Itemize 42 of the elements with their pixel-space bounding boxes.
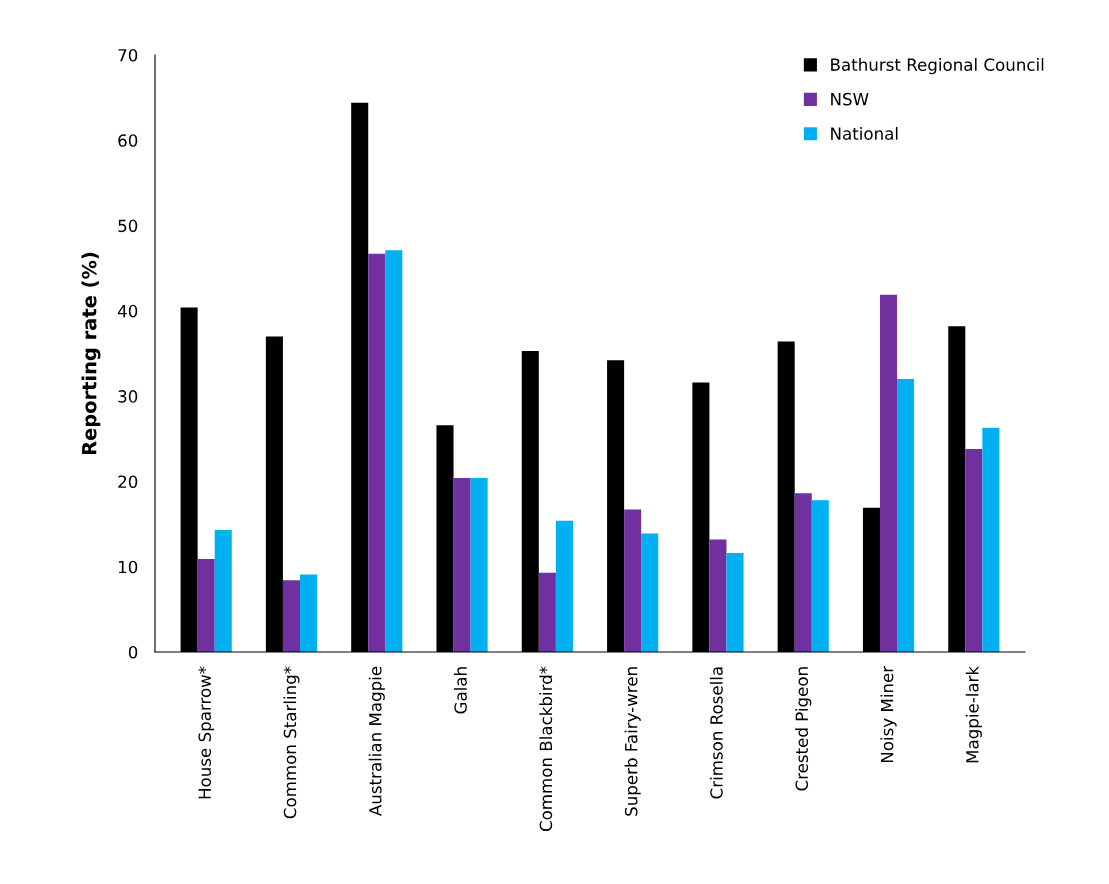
y-tick-label: 20 (118, 475, 138, 488)
bar (385, 250, 403, 652)
x-tick-label: House Sparrow* (198, 666, 215, 799)
x-tick-label: Superb Fairy-wren (624, 667, 641, 816)
y-tick-label: 10 (118, 560, 138, 574)
bar (368, 253, 386, 652)
bar (470, 478, 488, 652)
y-tick-label: 0 (128, 645, 138, 659)
y-tick-label: 70 (118, 48, 138, 62)
bar (624, 509, 642, 652)
bar (282, 580, 300, 652)
x-tick-label: Crimson Rosella (709, 667, 723, 799)
x-tick-label: Noisy Miner (880, 665, 897, 763)
y-tick-label: 40 (117, 304, 138, 318)
bar (197, 559, 215, 652)
bar (555, 520, 573, 652)
bar (965, 449, 983, 652)
x-tick-label: Magpie-lark (965, 665, 982, 763)
bar (709, 539, 727, 652)
bar (641, 533, 659, 652)
y-axis-title: Reporting rate (%) (81, 252, 101, 455)
x-tick-label: Australian Magpie (368, 666, 385, 816)
bar (453, 478, 471, 652)
x-tick-label: Common Starling* (283, 666, 300, 819)
bar (880, 294, 898, 652)
legend-label: National (831, 126, 898, 140)
bar (300, 574, 318, 652)
x-tick-label: Common Blackbird* (539, 666, 553, 832)
bar (794, 493, 812, 652)
bar (811, 500, 829, 652)
bar (538, 572, 556, 652)
bar (214, 530, 232, 652)
y-tick-label: 30 (118, 390, 138, 403)
y-tick-label: 50 (118, 219, 138, 233)
legend-label: NSW (831, 92, 869, 106)
y-tick-label: 60 (118, 134, 138, 147)
bar (897, 379, 915, 652)
bar (726, 553, 744, 652)
x-tick-label: Crested Pigeon (795, 667, 812, 791)
x-tick-label: Galah (453, 667, 467, 714)
bar (982, 427, 1000, 652)
legend-label: Bathurst Regional Council (831, 58, 1044, 75)
